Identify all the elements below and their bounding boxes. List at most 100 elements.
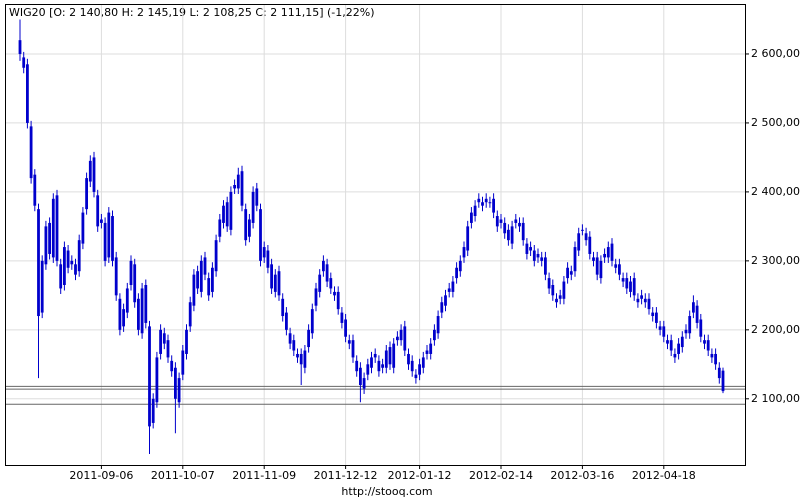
candle-body <box>55 195 59 261</box>
candle-body <box>433 329 436 341</box>
candle-body <box>336 291 340 310</box>
candle-body <box>273 274 277 292</box>
candle-body <box>680 336 684 348</box>
candle-body <box>251 191 255 223</box>
candle-body <box>81 212 85 244</box>
candle-body <box>240 171 244 206</box>
candle-body <box>399 329 403 341</box>
candle-body <box>188 302 192 327</box>
candle-body <box>421 357 425 368</box>
y-tick-label: 2 400,00 <box>751 185 800 198</box>
candle-body <box>606 247 610 258</box>
candle-body <box>26 64 29 123</box>
candle-body <box>74 264 77 275</box>
candle-body <box>362 378 366 389</box>
candle-body <box>403 326 407 351</box>
candle-body <box>651 312 655 317</box>
candle-body <box>174 367 177 399</box>
candle-body <box>285 312 288 330</box>
candle-body <box>270 264 273 289</box>
candle-body <box>655 312 658 323</box>
candle-body <box>495 216 499 227</box>
candle-body <box>577 233 581 251</box>
x-tick-label: 2011-10-07 <box>151 469 215 482</box>
candle-body <box>717 367 721 379</box>
chart-title: WIG20 [O: 2 140,80 H: 2 145,19 L: 2 108,… <box>9 6 375 19</box>
candle-body <box>170 360 174 372</box>
candle-body <box>307 329 310 348</box>
candle-body <box>455 267 458 279</box>
candle-body <box>322 260 325 272</box>
candle-body <box>658 326 662 330</box>
candle-body <box>721 370 725 392</box>
footer: http://stooq.com <box>341 485 432 498</box>
candle-body <box>355 360 359 372</box>
candle-body <box>610 243 614 261</box>
candle-body <box>662 326 666 337</box>
candle-body <box>199 260 203 292</box>
candle-body <box>207 278 211 296</box>
candle-body <box>59 264 63 289</box>
candle-body <box>592 257 595 261</box>
candle-body <box>621 278 625 282</box>
candle-body <box>640 295 643 299</box>
candle-body <box>148 326 151 427</box>
candle-body <box>155 357 159 403</box>
candle-body <box>599 260 603 279</box>
candle-body <box>669 340 673 351</box>
candle-body <box>595 257 599 275</box>
candle-body <box>510 226 514 244</box>
candle-body <box>684 329 688 334</box>
candle-body <box>381 364 384 368</box>
candle-body <box>706 340 710 351</box>
candle-body <box>92 157 96 192</box>
candle-body <box>344 319 347 337</box>
y-tick-label: 2 200,00 <box>751 323 800 336</box>
candle-body <box>137 298 140 330</box>
candle-body <box>647 298 651 310</box>
y-tick-label: 2 100,00 <box>751 392 800 405</box>
candle-body <box>703 340 706 344</box>
candle-body <box>255 188 259 206</box>
candle-body <box>96 195 100 227</box>
candle-body <box>111 216 114 261</box>
candle-body <box>266 250 270 268</box>
candle-body <box>558 295 562 299</box>
candle-body <box>629 281 632 292</box>
candle-body <box>277 271 281 296</box>
candle-body <box>151 398 155 423</box>
candle-body <box>632 278 636 296</box>
x-tick-label: 2011-12-12 <box>314 469 378 482</box>
candle-body <box>185 329 188 354</box>
candle-body <box>566 267 569 279</box>
candle-body <box>299 353 303 365</box>
candle-body <box>499 219 503 223</box>
candle-body <box>166 340 170 358</box>
x-tick-label: 2011-09-06 <box>69 469 133 482</box>
candle-body <box>118 298 122 330</box>
candle-body <box>425 350 429 354</box>
candle-body <box>159 329 162 354</box>
candle-body <box>492 198 495 213</box>
x-tick-label: 2011-11-09 <box>232 469 296 482</box>
candle-body <box>325 264 329 282</box>
candle-body <box>218 219 222 237</box>
candle-body <box>643 298 647 303</box>
candle-body <box>377 360 381 372</box>
y-tick-label: 2 600,00 <box>751 47 800 60</box>
candle-body <box>444 295 447 306</box>
x-tick-label: 2012-04-18 <box>632 469 696 482</box>
candle-body <box>233 185 236 189</box>
candle-body <box>370 357 373 368</box>
candle-body <box>521 222 525 241</box>
y-tick-label: 2 500,00 <box>751 116 800 129</box>
candle-body <box>48 222 51 254</box>
candle-body <box>699 319 703 337</box>
candle-body <box>388 347 392 365</box>
candle-body <box>481 202 484 206</box>
candle-body <box>310 309 314 334</box>
candle-body <box>229 191 233 230</box>
candle-body <box>477 198 481 203</box>
candle-body <box>281 298 285 317</box>
